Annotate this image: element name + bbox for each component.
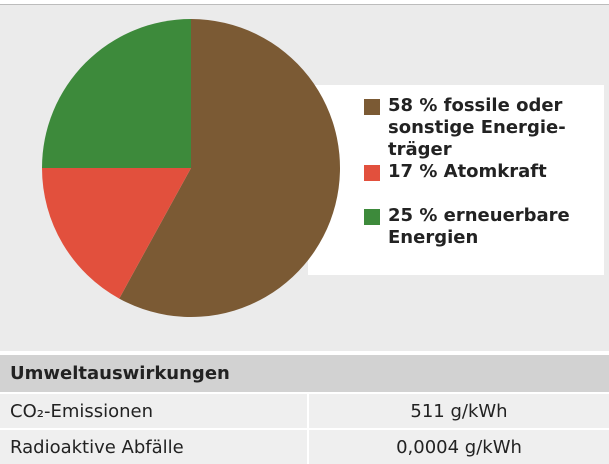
pie-slice — [119, 19, 340, 317]
legend-label: erneuerbare Energien — [388, 205, 570, 248]
legend: 58 % fossile oder sonstige Energie­träge… — [308, 85, 604, 275]
legend-label: fossile oder sonstige Energie­träger — [388, 95, 566, 160]
legend-item: 17 % Atomkraft — [364, 161, 598, 183]
cell-value: 511 g/kWh — [307, 392, 609, 429]
cell-value: 0,0004 g/kWh — [307, 428, 609, 464]
impact-table: Umweltauswirkungen CO₂-Emissionen 511 g/k… — [0, 355, 609, 464]
legend-value: 25 % — [388, 205, 438, 226]
cell-label: Radioaktive Abfälle — [0, 428, 308, 464]
chart-panel: 58 % fossile oder sonstige Energie­träge… — [0, 4, 609, 351]
table-row: Radioaktive Abfälle 0,0004 g/kWh — [0, 428, 609, 464]
cell-label: CO₂-Emissionen — [0, 392, 308, 429]
legend-label: Atomkraft — [443, 161, 547, 182]
legend-value: 17 % — [388, 161, 438, 182]
pie-chart — [42, 19, 340, 317]
legend-swatch — [364, 209, 380, 225]
table-row: CO₂-Emissionen 511 g/kWh — [0, 392, 609, 429]
legend-swatch — [364, 165, 380, 181]
table-title: Umweltauswirkungen — [0, 355, 609, 393]
pie-slice — [42, 168, 191, 299]
pie-slice — [42, 19, 191, 168]
legend-item: 58 % fossile oder sonstige Energie­träge… — [364, 95, 598, 161]
legend-item: 25 % erneuerbare Energien — [364, 205, 598, 249]
legend-swatch — [364, 99, 380, 115]
legend-value: 58 % — [388, 95, 438, 116]
